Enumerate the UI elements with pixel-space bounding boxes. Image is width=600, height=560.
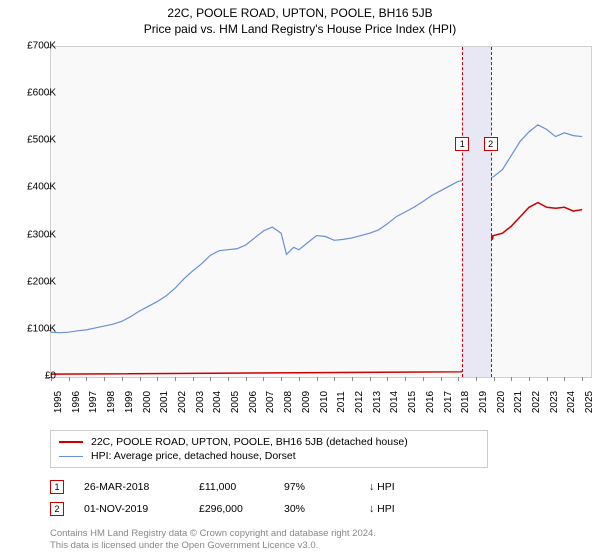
marker-box-2: 2 xyxy=(484,137,498,151)
x-tick-label: 2021 xyxy=(513,391,524,413)
x-tick-label: 2007 xyxy=(265,391,276,413)
x-tick-label: 2017 xyxy=(443,391,454,413)
x-tick-label: 2001 xyxy=(159,391,170,413)
y-tick-label: £700K xyxy=(27,41,56,52)
sale-marker-icon: 2 xyxy=(50,502,64,516)
x-tick-label: 2009 xyxy=(301,391,312,413)
highlight-band xyxy=(462,47,490,377)
sale-date: 01-NOV-2019 xyxy=(84,503,199,515)
x-tick-label: 2010 xyxy=(319,391,330,413)
footer-line-1: Contains HM Land Registry data © Crown c… xyxy=(50,528,376,540)
x-tick-label: 2002 xyxy=(177,391,188,413)
sale-pct: 30% xyxy=(284,503,369,515)
x-tick-label: 2019 xyxy=(478,391,489,413)
x-tick-label: 2005 xyxy=(230,391,241,413)
marker-line-2 xyxy=(491,47,492,377)
legend: 22C, POOLE ROAD, UPTON, POOLE, BH16 5JB … xyxy=(50,430,488,468)
sale-marker-icon: 1 xyxy=(50,480,64,494)
marker-box-1: 1 xyxy=(455,137,469,151)
y-tick-label: £500K xyxy=(27,135,56,146)
footer: Contains HM Land Registry data © Crown c… xyxy=(50,528,376,553)
legend-label: 22C, POOLE ROAD, UPTON, POOLE, BH16 5JB … xyxy=(91,436,408,448)
y-tick-label: £300K xyxy=(27,229,56,240)
plot-svg xyxy=(51,47,591,377)
legend-label: HPI: Average price, detached house, Dors… xyxy=(91,450,296,462)
sale-date: 26-MAR-2018 xyxy=(84,481,199,493)
x-tick-label: 2018 xyxy=(460,391,471,413)
x-tick-label: 1995 xyxy=(53,391,64,413)
series-hpi xyxy=(51,125,582,333)
chart-container: 22C, POOLE ROAD, UPTON, POOLE, BH16 5JB … xyxy=(0,0,600,560)
x-tick-label: 1999 xyxy=(124,391,135,413)
x-tick-label: 2003 xyxy=(195,391,206,413)
legend-row: 22C, POOLE ROAD, UPTON, POOLE, BH16 5JB … xyxy=(59,435,479,449)
x-tick-label: 2011 xyxy=(336,391,347,413)
sale-price: £11,000 xyxy=(199,481,284,493)
sales-table: 1 26-MAR-2018£11,00097%↓ HPI 2 01-NOV-2019£… xyxy=(50,476,429,520)
sale-price: £296,000 xyxy=(199,503,284,515)
x-tick-label: 2014 xyxy=(389,391,400,413)
y-tick-label: £100K xyxy=(27,323,56,334)
legend-swatch xyxy=(59,441,83,443)
sale-pct: 97% xyxy=(284,481,369,493)
x-tick-label: 1998 xyxy=(106,391,117,413)
x-tick-label: 2020 xyxy=(496,391,507,413)
marker-line-1 xyxy=(462,47,463,377)
plot-area: 12 xyxy=(50,46,592,378)
footer-line-2: This data is licensed under the Open Gov… xyxy=(50,540,376,552)
y-tick-label: £600K xyxy=(27,88,56,99)
x-tick-label: 2000 xyxy=(142,391,153,413)
y-tick-label: £200K xyxy=(27,276,56,287)
x-tick-label: 2012 xyxy=(354,391,365,413)
x-tick-label: 1997 xyxy=(88,391,99,413)
x-tick-label: 2013 xyxy=(372,391,383,413)
legend-row: HPI: Average price, detached house, Dors… xyxy=(59,449,479,463)
x-tick-label: 2016 xyxy=(425,391,436,413)
x-tick-label: 2015 xyxy=(407,391,418,413)
chart-title: 22C, POOLE ROAD, UPTON, POOLE, BH16 5JB xyxy=(0,0,600,20)
sale-direction: ↓ HPI xyxy=(369,481,429,493)
series-property xyxy=(51,203,582,375)
y-tick-label: £400K xyxy=(27,182,56,193)
sale-row: 2 01-NOV-2019£296,00030%↓ HPI xyxy=(50,498,429,520)
x-tick-label: 2008 xyxy=(283,391,294,413)
sale-direction: ↓ HPI xyxy=(369,503,429,515)
chart-subtitle: Price paid vs. HM Land Registry's House … xyxy=(0,20,600,40)
x-tick-label: 2025 xyxy=(584,391,595,413)
sale-row: 1 26-MAR-2018£11,00097%↓ HPI xyxy=(50,476,429,498)
y-tick-label: £0 xyxy=(45,371,56,382)
x-tick-label: 2024 xyxy=(566,391,577,413)
x-tick-label: 2006 xyxy=(248,391,259,413)
x-tick-label: 1996 xyxy=(71,391,82,413)
x-tick-label: 2004 xyxy=(212,391,223,413)
x-tick-label: 2023 xyxy=(549,391,560,413)
legend-swatch xyxy=(59,456,83,457)
x-tick-label: 2022 xyxy=(531,391,542,413)
